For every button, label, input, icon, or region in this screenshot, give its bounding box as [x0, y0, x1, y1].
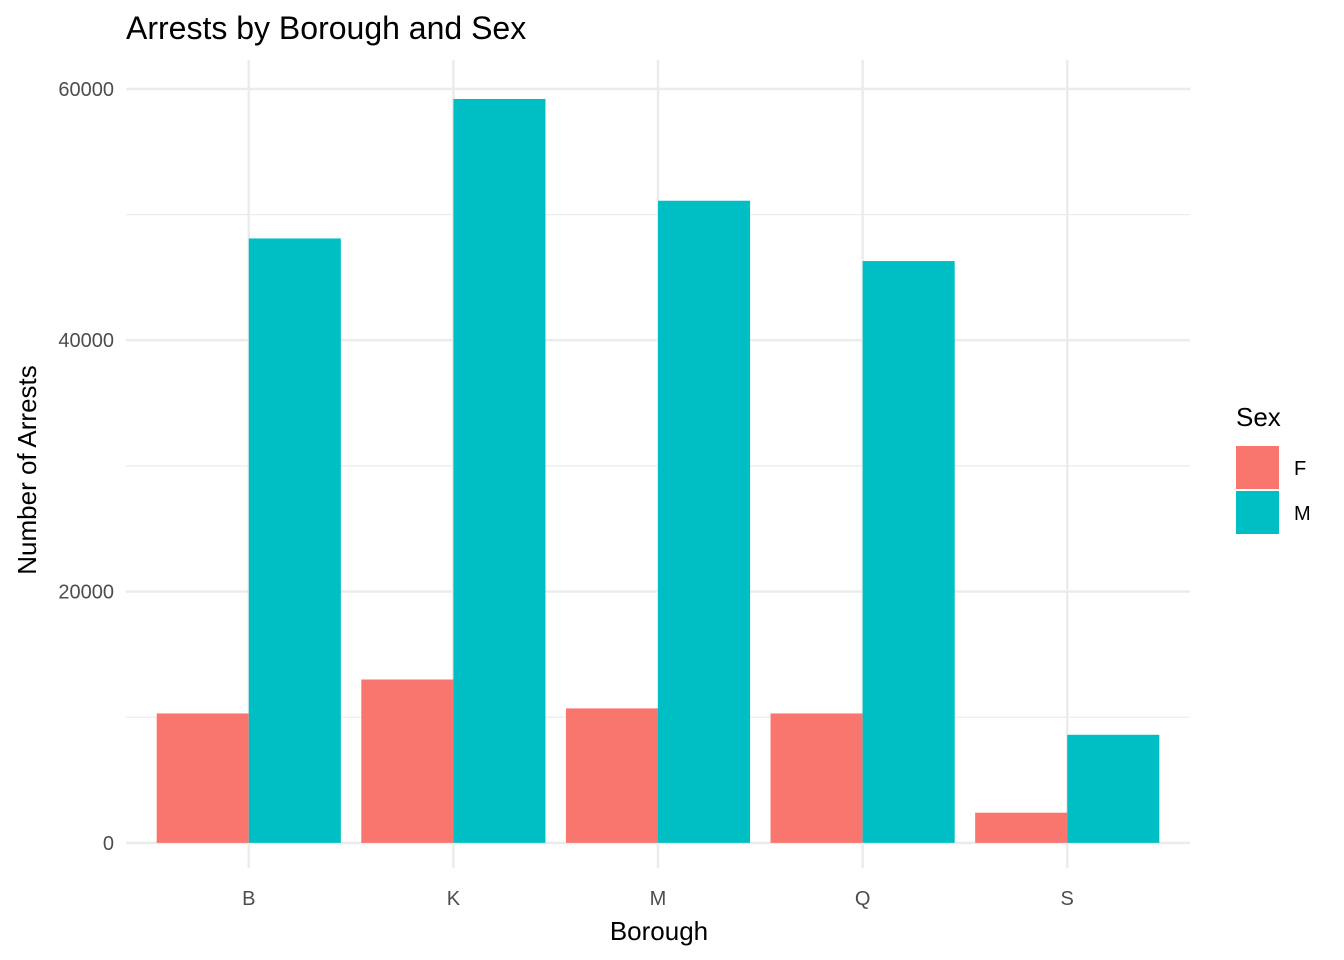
- legend-label-F: F: [1294, 458, 1306, 480]
- x-tick-label: M: [650, 888, 667, 910]
- bar-M-M: [658, 200, 751, 843]
- x-axis-title: Borough: [610, 916, 708, 946]
- chart-title: Arrests by Borough and Sex: [126, 10, 526, 46]
- bar-M-K: [453, 98, 546, 843]
- bar-F-Q: [770, 713, 863, 843]
- legend-key-F: [1236, 446, 1279, 489]
- bar-M-Q: [862, 261, 955, 843]
- y-tick-label: 40000: [58, 330, 114, 352]
- bars: [156, 98, 1160, 843]
- y-axis-ticks: 0 20000 40000 60000: [58, 79, 114, 855]
- y-tick-label: 20000: [58, 582, 114, 604]
- y-tick-label: 60000: [58, 79, 114, 101]
- bar-F-B: [156, 713, 249, 843]
- legend: Sex F M: [1236, 402, 1311, 534]
- bar-F-S: [975, 812, 1068, 843]
- x-tick-label: B: [242, 888, 255, 910]
- bar-M-S: [1067, 734, 1160, 843]
- x-tick-label: Q: [855, 888, 871, 910]
- legend-label-M: M: [1294, 503, 1311, 525]
- x-tick-label: K: [447, 888, 461, 910]
- bar-M-B: [248, 238, 341, 843]
- bar-F-M: [565, 708, 658, 843]
- y-axis-title: Number of Arrests: [12, 365, 42, 575]
- y-tick-label: 0: [103, 833, 114, 855]
- legend-title: Sex: [1236, 402, 1281, 432]
- bar-F-K: [361, 679, 454, 843]
- x-tick-label: S: [1061, 888, 1074, 910]
- legend-key-M: [1236, 491, 1279, 534]
